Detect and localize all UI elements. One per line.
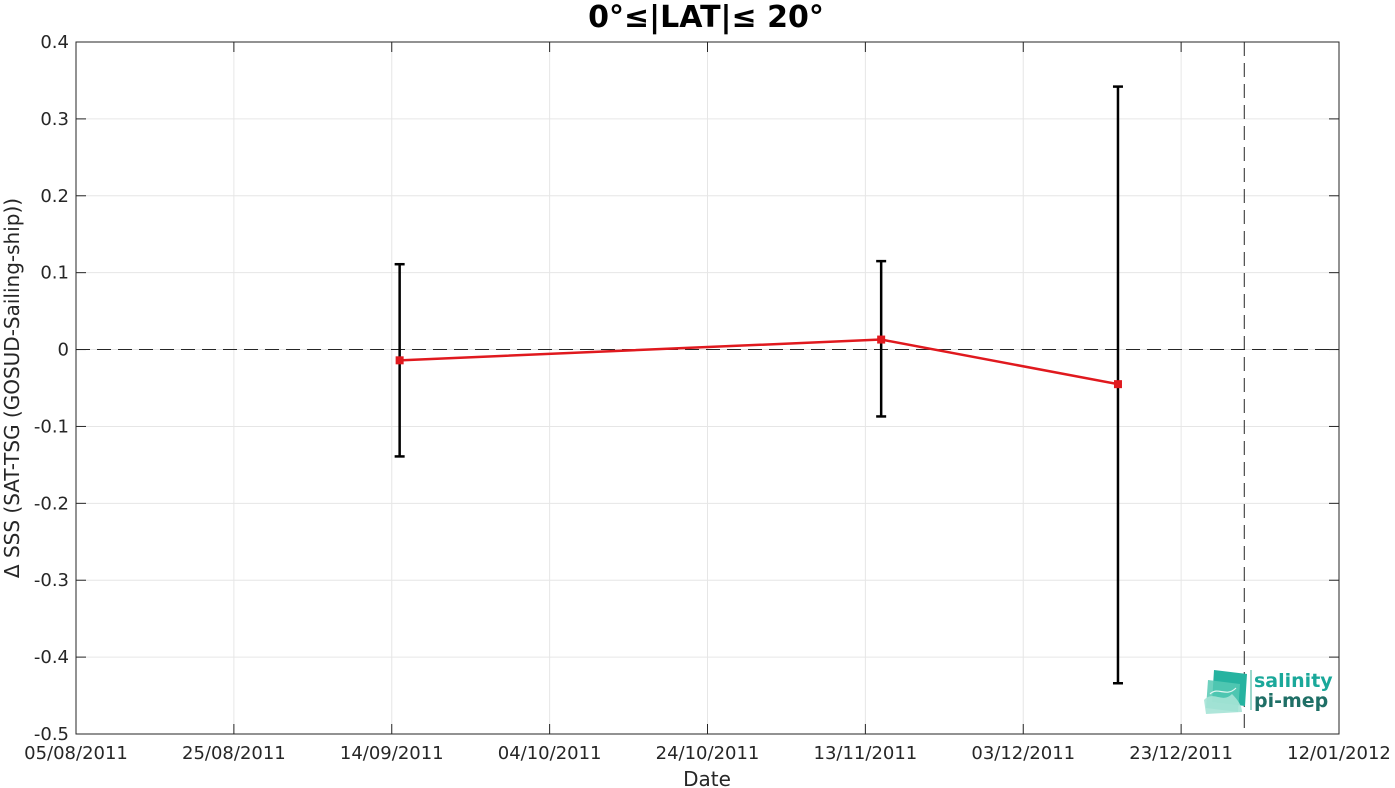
y-tick-label: -0.5 <box>34 724 69 745</box>
x-tick-label: 13/11/2011 <box>814 743 918 764</box>
y-tick-label: 0.1 <box>40 263 69 284</box>
y-tick-label: -0.2 <box>34 493 69 514</box>
x-tick-label: 04/10/2011 <box>498 743 602 764</box>
y-tick-label: 0.2 <box>40 186 69 207</box>
y-tick-label: 0.3 <box>40 109 69 130</box>
data-point <box>395 356 404 365</box>
y-tick-label: -0.1 <box>34 416 69 437</box>
data-series <box>394 85 1123 685</box>
logo-text-line1: salinity <box>1254 670 1333 692</box>
x-tick-label: 12/01/2012 <box>1287 743 1391 764</box>
x-tick-label: 14/09/2011 <box>340 743 444 764</box>
x-tick-label: 25/08/2011 <box>182 743 286 764</box>
y-tick-label: -0.3 <box>34 570 69 591</box>
x-tick-label: 05/08/2011 <box>24 743 128 764</box>
logo-text-line2: pi-mep <box>1254 690 1328 712</box>
y-tick-label: 0 <box>58 340 69 361</box>
x-tick-label: 23/12/2011 <box>1129 743 1233 764</box>
y-axis-title: Δ SSS (SAT-TSG (GOSUD-Sailing-ship)) <box>0 198 24 578</box>
logo-mark-icon <box>1204 670 1247 714</box>
chart-title: 0°≤|LAT|≤ 20° <box>588 0 824 35</box>
y-tick-label: -0.4 <box>34 647 69 668</box>
grid <box>75 41 1340 735</box>
salinity-pi-mep-logo: salinity pi-mep <box>1204 670 1333 714</box>
x-tick-labels: 05/08/2011 25/08/2011 14/09/2011 04/10/2011… <box>24 743 1391 764</box>
x-tick-label: 03/12/2011 <box>971 743 1075 764</box>
y-tick-labels: -0.5 -0.4 -0.3 -0.2 -0.1 0 0.1 0.2 0.3 0.4 <box>34 32 69 745</box>
reference-lines <box>76 42 1339 734</box>
y-tick-label: 0.4 <box>40 32 69 53</box>
data-point <box>877 335 886 344</box>
data-point <box>1113 380 1122 389</box>
axis-ticks <box>75 41 1340 735</box>
x-tick-label: 24/10/2011 <box>656 743 760 764</box>
x-axis-title: Date <box>683 767 731 788</box>
